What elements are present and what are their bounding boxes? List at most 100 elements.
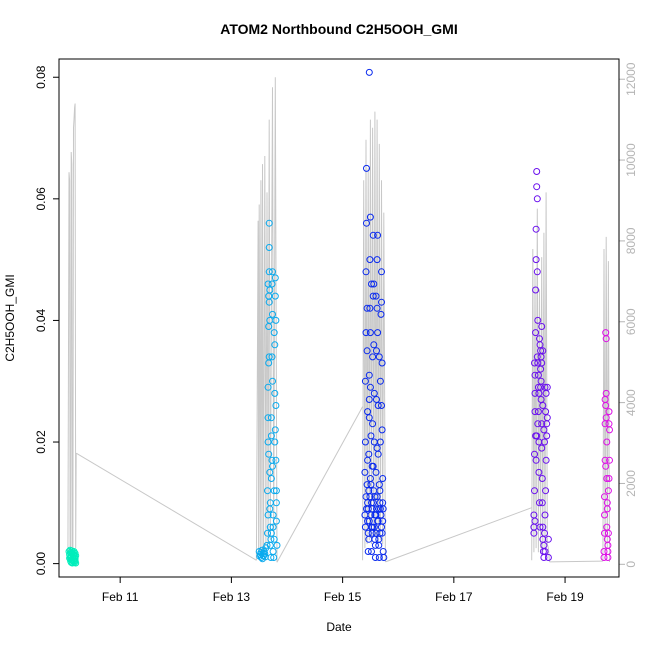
data-point xyxy=(264,511,272,519)
data-point xyxy=(362,329,370,337)
data-point xyxy=(365,371,373,379)
data-point xyxy=(70,548,78,555)
data-point xyxy=(272,487,280,495)
data-point xyxy=(366,304,374,312)
data-point xyxy=(606,426,613,434)
data-point xyxy=(606,456,613,464)
data-point xyxy=(368,548,375,555)
data-point xyxy=(270,554,278,561)
data-point xyxy=(374,231,382,239)
data-point xyxy=(68,549,76,557)
altitude-line-5 xyxy=(602,236,610,562)
data-point xyxy=(361,468,369,476)
data-point xyxy=(538,444,546,452)
y-tick-label: 0.00 xyxy=(34,552,48,576)
data-point xyxy=(539,347,547,355)
y-tick-label: 0.02 xyxy=(34,430,48,454)
altitude-connector-3 xyxy=(385,507,532,563)
data-point xyxy=(601,511,608,519)
data-point xyxy=(375,554,383,561)
data-point xyxy=(365,396,373,403)
data-point xyxy=(268,456,276,464)
data-point xyxy=(604,541,612,549)
data-point xyxy=(375,353,383,361)
data-point xyxy=(264,529,271,537)
data-point xyxy=(601,493,608,501)
data-point xyxy=(368,499,375,507)
data-point xyxy=(531,389,539,397)
data-point xyxy=(268,353,276,361)
data-point xyxy=(369,231,377,239)
data-point xyxy=(366,256,374,264)
data-point xyxy=(273,541,281,549)
data-point xyxy=(376,377,384,385)
data-point xyxy=(602,462,610,470)
data-point xyxy=(369,292,377,300)
data-point xyxy=(376,438,384,446)
data-point xyxy=(267,414,275,422)
data-point xyxy=(265,268,273,276)
data-point xyxy=(265,244,273,251)
data-point xyxy=(374,402,382,409)
data-point xyxy=(361,377,369,385)
data-point xyxy=(373,444,381,452)
data-point xyxy=(542,408,550,416)
data-point xyxy=(532,256,540,264)
data-point xyxy=(266,505,274,513)
data-point xyxy=(604,487,612,495)
data-point xyxy=(372,468,380,476)
data-point xyxy=(379,475,387,482)
data-point xyxy=(267,554,275,561)
data-point xyxy=(271,274,279,282)
data-point xyxy=(366,383,374,391)
data-point xyxy=(532,225,540,233)
data-point xyxy=(531,371,539,379)
data-point xyxy=(534,316,542,324)
data-point xyxy=(364,548,372,555)
data-point xyxy=(369,462,377,470)
data-point xyxy=(270,535,278,543)
data-point xyxy=(541,438,548,446)
data-point xyxy=(271,438,279,446)
data-point xyxy=(536,341,544,349)
data-point xyxy=(373,347,380,355)
data-point xyxy=(364,408,372,416)
data-point xyxy=(535,468,543,476)
data-point xyxy=(537,365,545,373)
data-point xyxy=(378,523,385,531)
data-point xyxy=(363,347,371,355)
y2-tick-label: 4000 xyxy=(624,389,638,416)
data-point xyxy=(378,359,386,367)
x-tick-label: Feb 19 xyxy=(546,590,584,604)
data-point xyxy=(604,548,612,555)
data-point xyxy=(367,511,375,519)
data-point xyxy=(271,389,279,397)
data-point xyxy=(542,389,550,397)
data-point xyxy=(369,420,377,428)
altitude-connector-2 xyxy=(276,406,364,563)
altitude-line-2 xyxy=(255,77,278,563)
data-point xyxy=(272,517,280,525)
data-point xyxy=(363,481,371,489)
data-point xyxy=(371,554,379,561)
y-tick-label: 0.08 xyxy=(34,65,48,89)
data-point xyxy=(538,499,546,507)
data-point xyxy=(374,329,382,337)
data-point xyxy=(373,493,381,501)
data-point xyxy=(373,304,381,312)
data-point xyxy=(269,377,276,385)
altitude-connector-1 xyxy=(75,452,257,561)
data-point xyxy=(603,438,611,446)
data-point xyxy=(538,420,546,428)
data-point xyxy=(538,475,546,482)
data-point xyxy=(260,552,268,560)
data-point xyxy=(370,280,378,288)
data-point xyxy=(533,195,541,203)
data-point xyxy=(375,481,383,489)
data-point xyxy=(378,298,385,306)
x-tick-label: Feb 17 xyxy=(435,590,473,604)
data-point xyxy=(376,505,384,513)
y-axis-label: C2H5OOH_GMI xyxy=(3,274,17,361)
data-point xyxy=(603,523,611,531)
